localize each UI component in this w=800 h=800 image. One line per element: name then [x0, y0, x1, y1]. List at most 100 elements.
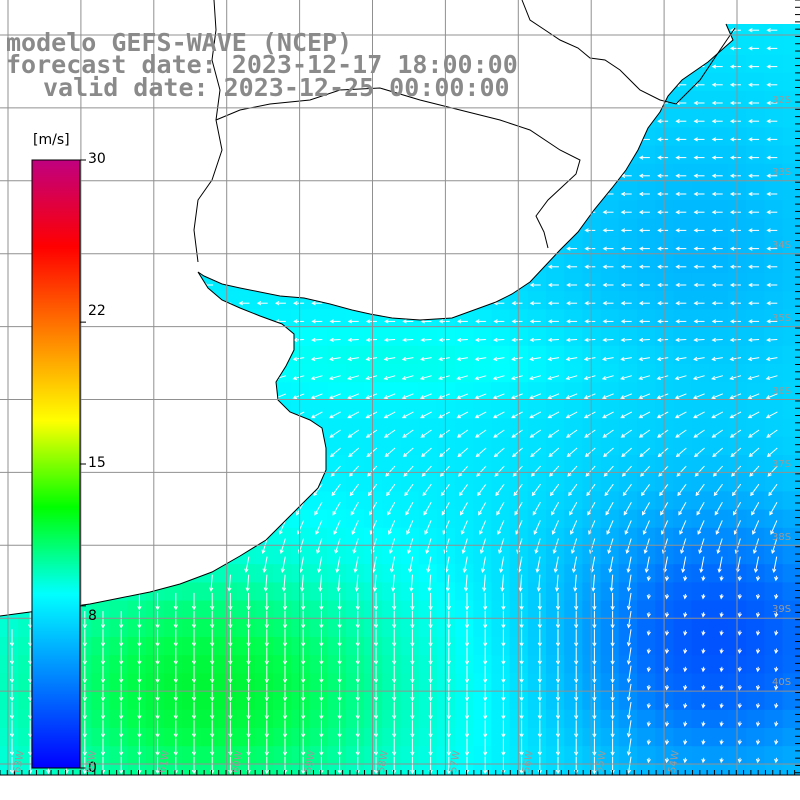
- wind-arrow: [337, 611, 342, 629]
- wind-arrow: [483, 738, 488, 757]
- wind-cell: [382, 746, 401, 765]
- wind-arrow: [383, 356, 396, 362]
- wind-arrow: [422, 483, 432, 497]
- wind-arrow: [622, 483, 632, 497]
- wind-cell: [254, 637, 274, 656]
- wind-cell: [618, 655, 638, 674]
- wind-arrow: [496, 502, 505, 516]
- wind-cell: [345, 728, 365, 747]
- wind-cell: [582, 673, 602, 693]
- wind-arrow: [729, 319, 741, 324]
- wind-arrow: [626, 720, 632, 738]
- wind-arrow: [584, 282, 596, 288]
- wind-arrow: [537, 665, 542, 684]
- wind-cell: [600, 364, 620, 383]
- wind-cell: [546, 382, 565, 401]
- wind-cell: [618, 418, 638, 438]
- wind-arrow: [244, 556, 250, 574]
- wind-cell: [327, 400, 347, 420]
- wind-cell: [673, 582, 693, 602]
- wind-arrow: [310, 411, 323, 419]
- wind-cell: [709, 600, 729, 620]
- wind-cell: [400, 618, 420, 638]
- wind-cell: [145, 673, 165, 693]
- wind-cell: [564, 382, 583, 401]
- wind-arrow: [462, 556, 468, 574]
- wind-arrow: [729, 155, 741, 160]
- wind-arrow: [657, 100, 669, 106]
- wind-arrow: [584, 429, 596, 438]
- wind-cell: [236, 564, 256, 583]
- wind-arrow: [657, 228, 669, 233]
- wind-cell: [455, 673, 474, 693]
- wind-arrow: [664, 666, 670, 673]
- wind-cell: [600, 746, 620, 765]
- wind-arrow: [329, 337, 341, 343]
- wind-cell: [709, 400, 729, 420]
- wind-arrow: [547, 411, 560, 419]
- wind-cell: [509, 709, 529, 729]
- wind-arrow: [410, 683, 415, 702]
- wind-arrow: [755, 721, 761, 727]
- wind-arrow: [583, 411, 596, 419]
- wind-cell: [764, 182, 784, 201]
- wind-arrow: [495, 483, 505, 497]
- wind-cell: [91, 691, 110, 711]
- wind-arrow: [355, 738, 360, 757]
- wind-arrow: [574, 720, 579, 738]
- wind-arrow: [712, 465, 723, 477]
- wind-arrow: [228, 665, 233, 684]
- wind-cell: [127, 637, 147, 656]
- wind-arrow: [446, 611, 451, 629]
- wind-arrow: [584, 447, 596, 458]
- wind-arrow: [456, 375, 469, 380]
- wind-cell: [455, 327, 474, 347]
- wind-arrow: [392, 756, 397, 775]
- colorbar-tick-30: 30: [88, 151, 106, 167]
- wind-cell: [673, 618, 693, 638]
- wind-cell: [764, 127, 784, 147]
- wind-cell: [527, 382, 547, 401]
- wind-arrow: [675, 282, 687, 288]
- wind-cell: [327, 473, 347, 492]
- wind-arrow: [100, 720, 106, 738]
- wind-arrow: [592, 702, 597, 720]
- wind-arrow: [301, 702, 306, 720]
- wind-cell: [455, 691, 474, 711]
- wind-cell: [746, 546, 765, 565]
- wind-arrow: [719, 648, 724, 655]
- wind-cell: [764, 382, 784, 401]
- wind-cell: [582, 455, 602, 474]
- wind-cell: [582, 491, 602, 511]
- wind-cell: [564, 455, 583, 474]
- wind-arrow: [729, 100, 741, 106]
- wind-arrow: [301, 756, 306, 775]
- wind-arrow: [592, 647, 597, 666]
- wind-arrow: [210, 720, 215, 738]
- wind-cell: [527, 400, 547, 420]
- wind-arrow: [574, 738, 579, 757]
- wind-arrow: [347, 337, 359, 343]
- wind-arrow: [28, 647, 33, 666]
- wind-cell: [782, 709, 800, 729]
- wind-cell: [273, 546, 292, 565]
- wind-arrow: [173, 647, 178, 666]
- wind-cell: [382, 473, 401, 492]
- wind-cell: [0, 709, 19, 729]
- wind-cell: [691, 309, 711, 329]
- wind-cell: [564, 291, 583, 310]
- wind-cell: [764, 655, 784, 674]
- wind-arrow: [766, 228, 778, 233]
- wind-cell: [273, 600, 292, 620]
- wind-cell: [418, 455, 438, 474]
- wind-cell: [782, 309, 800, 329]
- wind-cell: [491, 582, 511, 602]
- wind-cell: [400, 473, 420, 492]
- wind-cell: [637, 655, 656, 674]
- wind-arrow: [755, 666, 761, 673]
- wind-arrow: [419, 393, 432, 400]
- wind-cell: [473, 673, 492, 693]
- wind-arrow: [365, 393, 378, 400]
- wind-cell: [691, 127, 711, 147]
- wind-arrow: [566, 246, 578, 251]
